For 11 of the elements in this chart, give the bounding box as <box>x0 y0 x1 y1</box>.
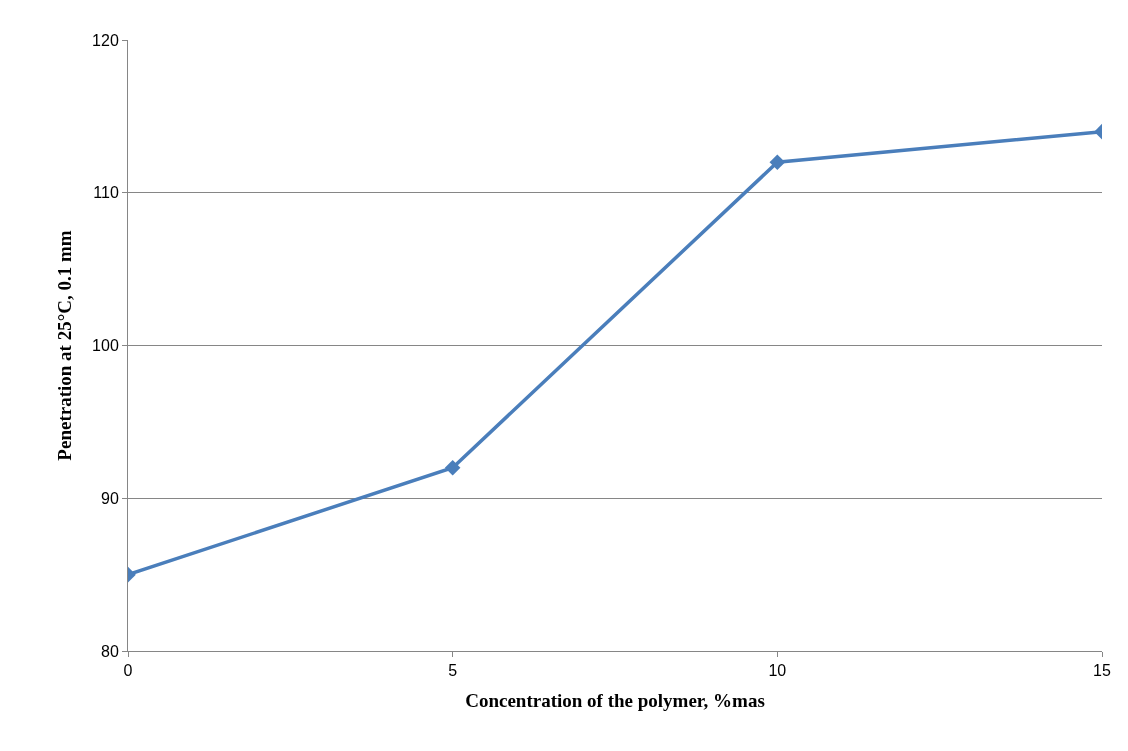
y-axis-title: Penetration at 25°C, 0.1 mm <box>53 230 75 461</box>
y-tick-label: 80 <box>101 642 119 660</box>
x-axis-title: Concentration of the polymer, %mas <box>465 690 765 711</box>
y-tick-label: 120 <box>92 31 119 49</box>
y-tick-label: 110 <box>93 184 119 202</box>
x-tick-label: 0 <box>123 662 133 680</box>
x-tick-label: 10 <box>768 662 787 680</box>
y-tick-label: 90 <box>101 489 119 507</box>
x-tick-label: 15 <box>1093 662 1111 680</box>
x-tick-label: 5 <box>448 662 458 680</box>
y-tick-label: 100 <box>92 337 119 355</box>
